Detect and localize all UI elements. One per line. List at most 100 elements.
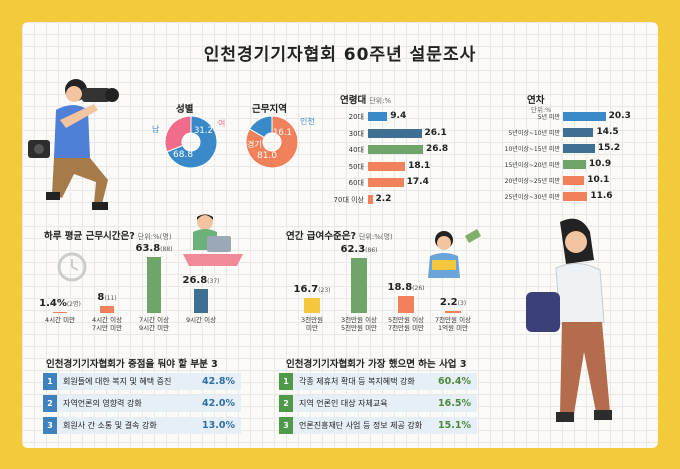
hours-category: 4시간 미만 (44, 316, 76, 324)
projects-rank-percent: 15.1% (438, 420, 471, 431)
hours-title-text: 하루 평균 근무시간은? (44, 231, 135, 242)
salary-value: 2.2(3) (425, 297, 481, 308)
age-bar (368, 112, 388, 121)
projects-title: 인천경기기자협회가 가장 했으면 하는 사업 3 (286, 359, 467, 370)
clock-icon (57, 252, 87, 282)
career-bar (563, 160, 586, 169)
hours-value-number: 63.8 (135, 242, 161, 254)
projects-rank-text: 지역 언론인 대상 자체교육 (299, 399, 388, 408)
focus-title: 인천경기기자협회가 중점을 둬야 할 부분 3 (46, 359, 218, 370)
salary-category: 3천만원 미만 (300, 316, 324, 332)
age-bar (368, 178, 404, 187)
salary-value-number: 62.3 (340, 244, 366, 256)
salary-value-number: 18.8 (387, 282, 413, 294)
salary-category: 5천만원 이상 7천만원 미만 (387, 316, 425, 332)
age-bar (368, 145, 423, 154)
hours-value-number: 8 (97, 291, 105, 303)
money-woman-illustration (428, 229, 482, 278)
age-category: 50대 (348, 162, 364, 171)
projects-row: 3 언론진흥재단 사업 등 정보 제공 강화 15.1% (279, 417, 477, 434)
focus-row: 2 자역언론의 영향력 강화 42.0% (43, 395, 241, 412)
focus-rank-text: 회원사 간 소통 및 결속 강화 (63, 421, 157, 430)
career-category: 5년 미만 (537, 114, 560, 121)
age-category: 70대 이상 (333, 195, 364, 204)
hours-value-number: 1.4% (39, 297, 67, 309)
projects-rank-text: 각종 제휴처 확대 등 복지혜택 강화 (299, 377, 415, 386)
career-value: 11.6 (590, 191, 613, 201)
region-donut (245, 115, 299, 169)
hours-value-number: 26.8 (182, 275, 208, 287)
gender-donut (164, 115, 218, 169)
career-value: 10.1 (587, 175, 610, 185)
hours-value: 8(11) (80, 292, 134, 303)
gender-male-label: 남 (152, 125, 160, 134)
salary-bar (445, 311, 461, 313)
career-bar (563, 112, 606, 121)
salary-category: 3천만원 이상 5천만원 미만 (340, 316, 378, 332)
salary-value-number: 16.7 (293, 284, 319, 296)
career-value: 14.5 (596, 127, 619, 137)
region-title: 근무지역 (252, 104, 287, 115)
region-gyeonggi-label: 경기 (247, 140, 262, 149)
age-value: 18.1 (408, 160, 431, 171)
career-bar (563, 176, 585, 185)
salary-bar (398, 296, 414, 313)
salary-bar (351, 258, 367, 313)
age-value: 26.8 (425, 144, 449, 154)
age-value: 2.2 (375, 193, 392, 204)
focus-rank-percent: 42.0% (202, 398, 235, 409)
salary-unit: 단위:%(명) (359, 233, 393, 241)
career-bar (563, 128, 594, 137)
hours-bar (194, 289, 208, 313)
photographer-illustration (28, 79, 119, 210)
pie-gender-slice (164, 115, 192, 153)
focus-rank-text: 자역언론의 영향력 강화 (63, 399, 142, 408)
salary-value: 62.3(86) (331, 244, 387, 255)
salary-value: 16.7(23) (284, 284, 340, 295)
page-title: 인천경기기자협회 60주년 설문조사 (203, 45, 477, 65)
region-incheon-label: 인천 (300, 117, 315, 126)
salary-value-number: 2.2 (439, 297, 458, 309)
projects-rank-percent: 16.5% (438, 398, 471, 409)
hours-value-count: (88) (160, 245, 173, 253)
projects-row: 2 지역 언론인 대상 자체교육 16.5% (279, 395, 477, 412)
hours-value: 26.8(37) (174, 275, 228, 286)
career-category: 5년이상~10년 미만 (508, 130, 560, 137)
age-title-text: 연령대 (340, 95, 367, 106)
focus-rank-number: 1 (43, 373, 57, 390)
career-value: 10.9 (588, 159, 612, 169)
age-unit: 단위:% (369, 97, 392, 105)
salary-title: 연간 급여수준은? 단위:%(명) (286, 228, 393, 242)
career-category: 15년이상~20년 미만 (504, 162, 560, 169)
pie-region-slice (248, 115, 273, 139)
hours-value: 1.4%(2명) (33, 298, 87, 309)
age-category: 20대 (348, 113, 364, 121)
hours-title: 하루 평균 근무시간은? 단위:%(명) (44, 228, 172, 242)
focus-rank-number: 3 (43, 417, 57, 434)
hours-category: 4시간 이상 7시만 미만 (91, 316, 123, 332)
age-title: 연령대 단위:% (340, 92, 391, 106)
focus-row: 3 회원사 간 소통 및 결속 강화 13.0% (43, 417, 241, 434)
age-bar (368, 161, 406, 171)
career-unit: 단위:% (531, 106, 552, 114)
hours-bar (100, 305, 114, 313)
career-category: 25년이상~30년 미만 (504, 194, 560, 201)
pie-gender-slice (166, 115, 218, 169)
focus-row: 1 회원들에 대한 복지 및 혜택 증진 42.8% (43, 373, 241, 390)
projects-rank-number: 2 (279, 395, 293, 412)
age-bar (368, 128, 422, 138)
career-title: 연차 (527, 95, 545, 106)
age-bar (368, 194, 373, 204)
hours-unit: 단위:%(명) (137, 233, 172, 241)
walking-woman-illustration (526, 218, 612, 422)
age-category: 40대 (348, 146, 364, 154)
hours-value-count: (11) (104, 294, 117, 302)
salary-value-count: (86) (365, 247, 378, 255)
projects-rank-number: 1 (279, 373, 293, 390)
hours-bar (53, 311, 67, 313)
hours-value-count: (37) (207, 278, 220, 286)
salary-title-text: 연간 급여수준은? (286, 231, 356, 242)
salary-value-count: (23) (318, 287, 331, 295)
career-category: 20년이상~25년 미만 (504, 178, 560, 185)
career-bar (563, 144, 595, 153)
